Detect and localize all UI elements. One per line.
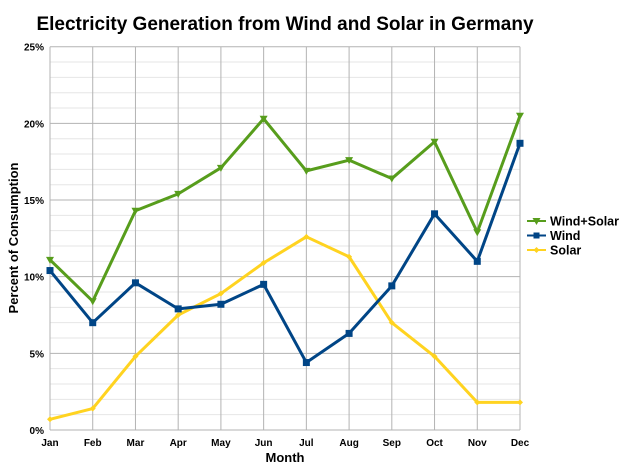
data-point (533, 247, 540, 253)
data-point (131, 279, 139, 287)
data-point (346, 253, 353, 260)
data-point (388, 319, 395, 326)
data-point (345, 329, 353, 337)
x-tick-label: Feb (84, 438, 102, 449)
data-point (345, 157, 354, 165)
data-point (516, 139, 524, 147)
y-tick-label: 0% (30, 426, 45, 437)
series-solar (47, 233, 523, 423)
data-point (174, 305, 182, 313)
data-point (260, 259, 267, 266)
x-tick-label: May (211, 438, 231, 449)
data-point (46, 267, 54, 275)
y-tick-label: 20% (24, 119, 44, 130)
data-point (473, 257, 481, 265)
data-point (88, 298, 97, 306)
x-tick-label: Aug (339, 438, 358, 449)
x-tick-label: Apr (170, 438, 187, 449)
data-point (474, 399, 481, 406)
data-point (532, 218, 541, 225)
data-point (431, 353, 438, 360)
data-point (259, 115, 268, 123)
x-tick-label: Nov (468, 438, 487, 449)
y-tick-label: 15% (24, 196, 44, 207)
x-tick-label: Jan (41, 438, 58, 449)
data-point (89, 405, 96, 412)
series-line (49, 235, 520, 421)
legend-label: Solar (550, 244, 581, 258)
legend-item: Solar (527, 244, 581, 258)
data-point (217, 300, 225, 308)
data-point (517, 399, 523, 406)
x-tick-label: Sep (383, 438, 401, 449)
y-tick-label: 10% (24, 273, 44, 284)
data-point (89, 319, 97, 327)
data-point (46, 256, 54, 264)
data-point (533, 232, 540, 239)
x-tick-label: Mar (127, 438, 145, 449)
y-tick-label: 5% (30, 349, 45, 360)
x-tick-label: Jun (255, 438, 273, 449)
y-tick-label: 25% (24, 43, 44, 54)
data-point (473, 229, 482, 237)
series-line (48, 142, 522, 365)
data-point (302, 359, 310, 367)
data-point (132, 353, 139, 360)
data-point (303, 233, 310, 240)
x-tick-label: Jul (299, 438, 314, 449)
series-line (48, 115, 522, 303)
legend-item: Wind+Solar (527, 215, 619, 229)
data-point (216, 164, 225, 172)
data-point (430, 138, 439, 146)
data-point (516, 112, 524, 120)
data-point (387, 175, 396, 183)
data-point (431, 210, 439, 218)
data-point (217, 290, 224, 297)
legend-label: Wind+Solar (550, 215, 619, 229)
data-point (174, 190, 183, 198)
data-point (47, 416, 53, 423)
y-axis-label: Percent of Consumption (6, 162, 21, 313)
x-tick-label: Dec (511, 438, 530, 449)
x-tick-label: Oct (426, 438, 443, 449)
series-wind (46, 139, 524, 367)
data-point (388, 282, 396, 290)
legend-item: Wind (527, 229, 580, 243)
chart-title: Electricity Generation from Wind and Sol… (36, 14, 534, 35)
data-point (302, 167, 311, 175)
series-wind-solar (46, 112, 524, 306)
data-point (175, 312, 182, 319)
data-point (260, 280, 268, 288)
x-axis-label: Month (266, 450, 305, 465)
data-point (131, 207, 140, 215)
legend-label: Wind (550, 229, 580, 243)
